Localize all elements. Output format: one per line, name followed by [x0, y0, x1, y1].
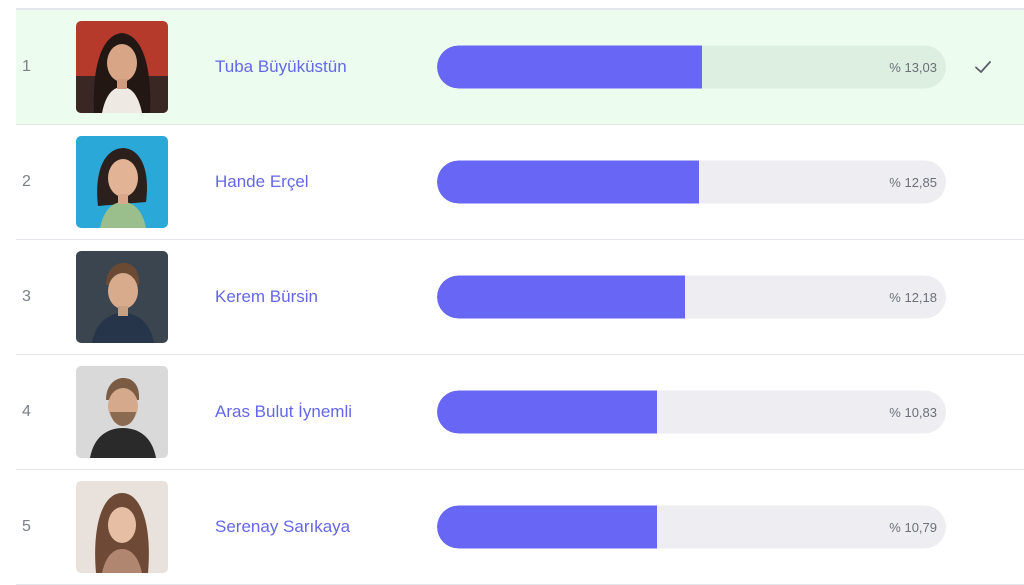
rank-number: 5	[22, 518, 31, 535]
vote-progress-fill	[437, 390, 658, 434]
results-list: 1 Tuba Büyüküstün % 13,03 2	[16, 8, 1024, 585]
result-row[interactable]: 4 Aras Bulut İynemli % 10,83	[16, 355, 1024, 470]
result-row[interactable]: 2 Hande Erçel % 12,85	[16, 125, 1024, 240]
avatar[interactable]	[76, 136, 168, 228]
vote-progress-bar: % 13,03	[437, 45, 946, 89]
contestant-name-link[interactable]: Hande Erçel	[215, 172, 309, 191]
vote-percent: % 13,03	[889, 59, 937, 75]
avatar[interactable]	[76, 21, 168, 113]
vote-progress-bar: % 12,85	[437, 160, 946, 204]
result-row[interactable]: 3 Kerem Bürsin % 12,18	[16, 240, 1024, 355]
rank-number: 1	[22, 58, 31, 75]
check-icon	[975, 61, 991, 73]
avatar[interactable]	[76, 366, 168, 458]
vote-percent: % 10,83	[889, 404, 937, 420]
vote-percent: % 10,79	[889, 519, 937, 535]
avatar[interactable]	[76, 481, 168, 573]
result-row[interactable]: 1 Tuba Büyüküstün % 13,03	[16, 10, 1024, 125]
rank-number: 2	[22, 173, 31, 190]
avatar[interactable]	[76, 251, 168, 343]
result-row[interactable]: 5 Serenay Sarıkaya % 10,79	[16, 470, 1024, 585]
vote-progress-fill	[437, 160, 699, 204]
contestant-name-link[interactable]: Aras Bulut İynemli	[215, 402, 352, 421]
vote-progress-fill	[437, 505, 657, 549]
rank-number: 4	[22, 403, 31, 420]
vote-progress-bar: % 10,79	[437, 505, 946, 549]
rank-number: 3	[22, 288, 31, 305]
contestant-name-link[interactable]: Serenay Sarıkaya	[215, 517, 351, 536]
contestant-name-link[interactable]: Tuba Büyüküstün	[215, 57, 347, 76]
vote-percent: % 12,85	[889, 174, 937, 190]
vote-progress-fill	[437, 275, 685, 319]
contestant-name-link[interactable]: Kerem Bürsin	[215, 287, 318, 306]
vote-progress-bar: % 12,18	[437, 275, 946, 319]
vote-percent: % 12,18	[889, 289, 937, 305]
vote-progress-fill	[437, 45, 703, 89]
vote-progress-bar: % 10,83	[437, 390, 946, 434]
